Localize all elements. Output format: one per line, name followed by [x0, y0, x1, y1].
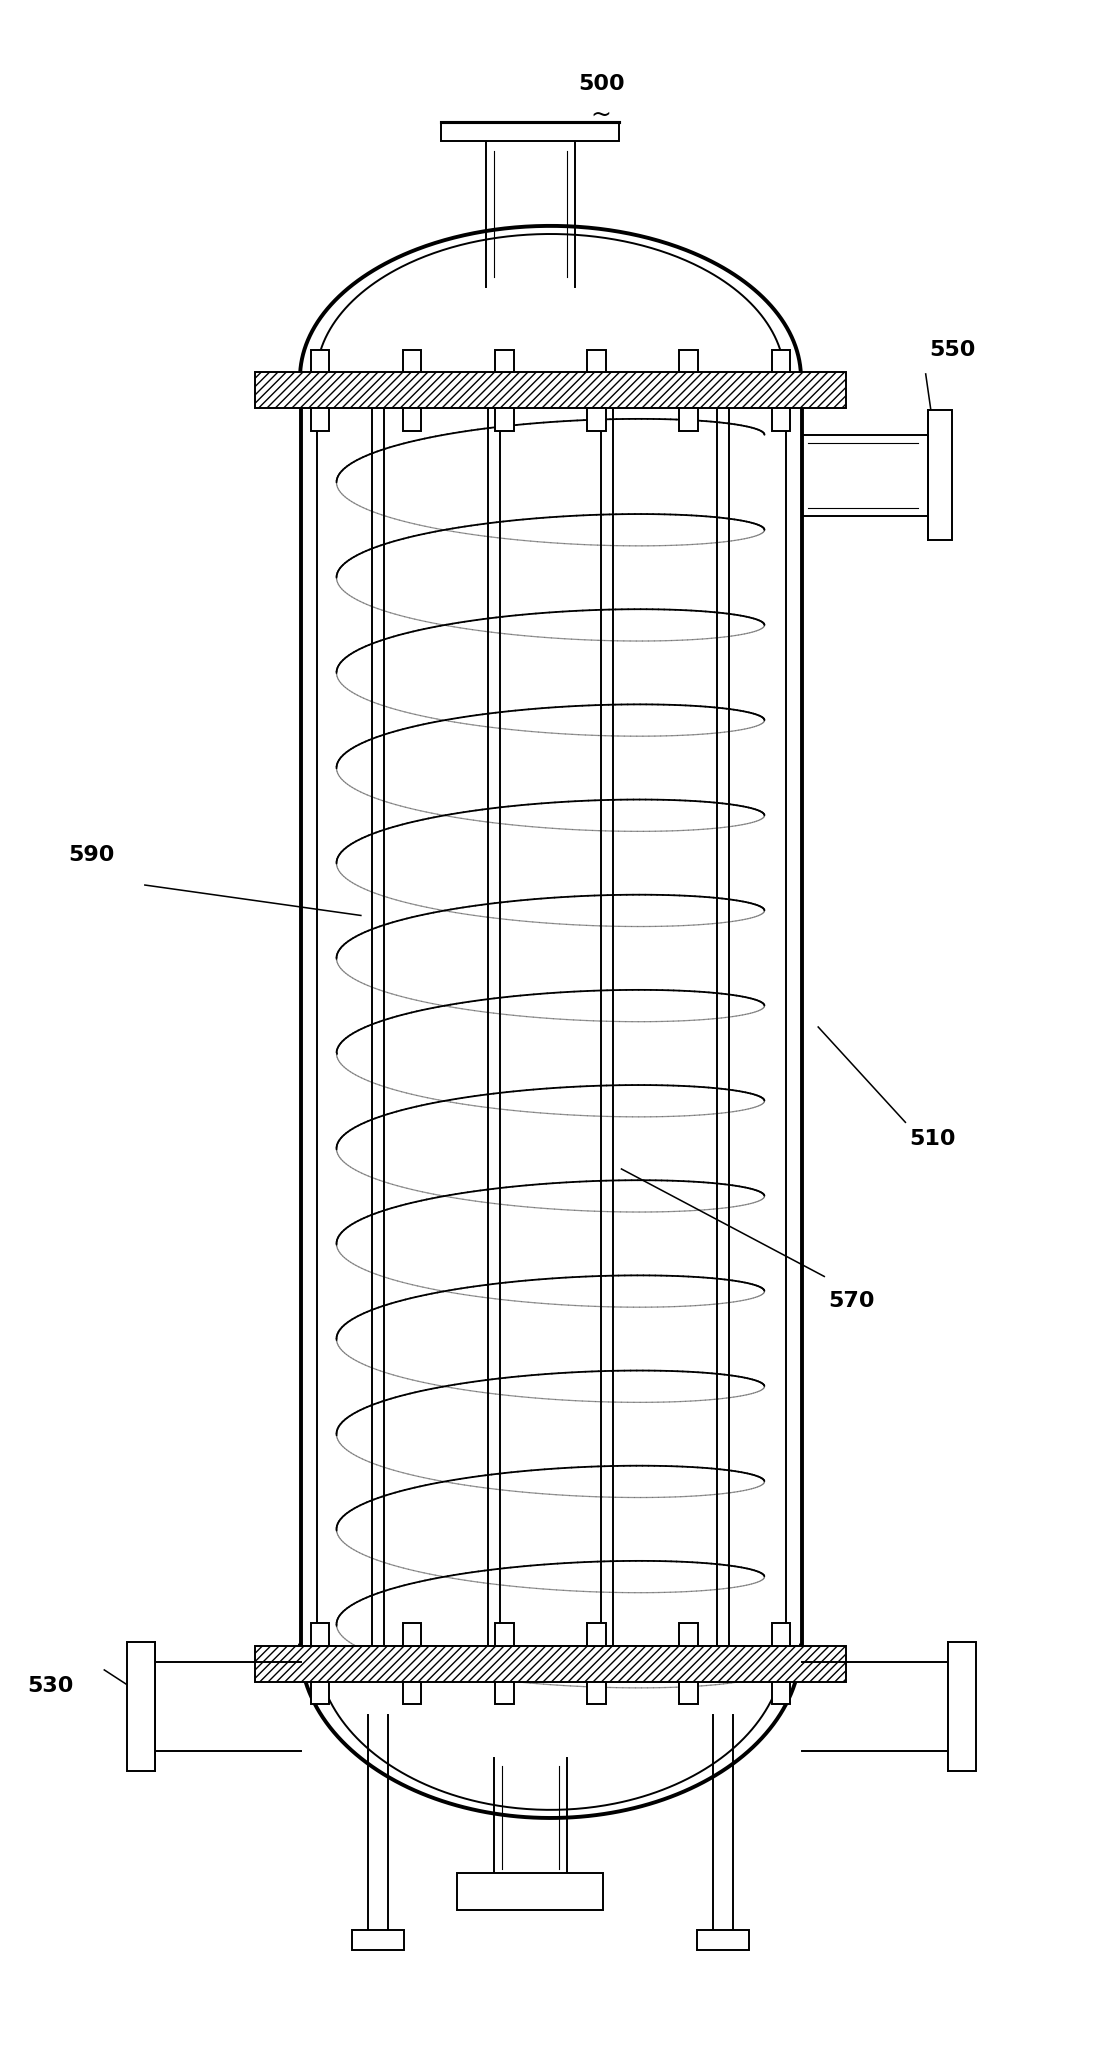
Polygon shape: [404, 1623, 421, 1645]
Polygon shape: [772, 409, 790, 431]
Polygon shape: [495, 349, 514, 372]
Polygon shape: [679, 1623, 698, 1645]
Text: 500: 500: [578, 74, 624, 94]
Polygon shape: [404, 349, 421, 372]
Text: 570: 570: [828, 1290, 875, 1310]
Polygon shape: [679, 409, 698, 431]
Polygon shape: [441, 123, 620, 142]
Polygon shape: [588, 1682, 606, 1705]
Text: ~: ~: [591, 103, 612, 127]
Polygon shape: [127, 1641, 156, 1771]
Polygon shape: [772, 1623, 790, 1645]
Polygon shape: [588, 1623, 606, 1645]
Polygon shape: [928, 411, 952, 540]
Polygon shape: [256, 372, 846, 409]
Polygon shape: [947, 1641, 976, 1771]
Polygon shape: [404, 1682, 421, 1705]
Polygon shape: [679, 349, 698, 372]
Text: 510: 510: [910, 1128, 956, 1148]
Polygon shape: [588, 409, 606, 431]
Polygon shape: [256, 1645, 846, 1682]
Polygon shape: [588, 349, 606, 372]
Text: 530: 530: [28, 1676, 74, 1697]
Polygon shape: [696, 1929, 749, 1949]
Polygon shape: [495, 409, 514, 431]
Polygon shape: [352, 1929, 405, 1949]
Polygon shape: [311, 1682, 330, 1705]
Text: 590: 590: [67, 844, 115, 865]
Polygon shape: [311, 349, 330, 372]
Text: 550: 550: [930, 339, 976, 359]
Polygon shape: [404, 409, 421, 431]
Polygon shape: [457, 1873, 603, 1910]
Polygon shape: [495, 1682, 514, 1705]
Polygon shape: [311, 1623, 330, 1645]
Polygon shape: [495, 1623, 514, 1645]
Polygon shape: [311, 409, 330, 431]
Polygon shape: [772, 349, 790, 372]
Polygon shape: [772, 1682, 790, 1705]
Polygon shape: [679, 1682, 698, 1705]
